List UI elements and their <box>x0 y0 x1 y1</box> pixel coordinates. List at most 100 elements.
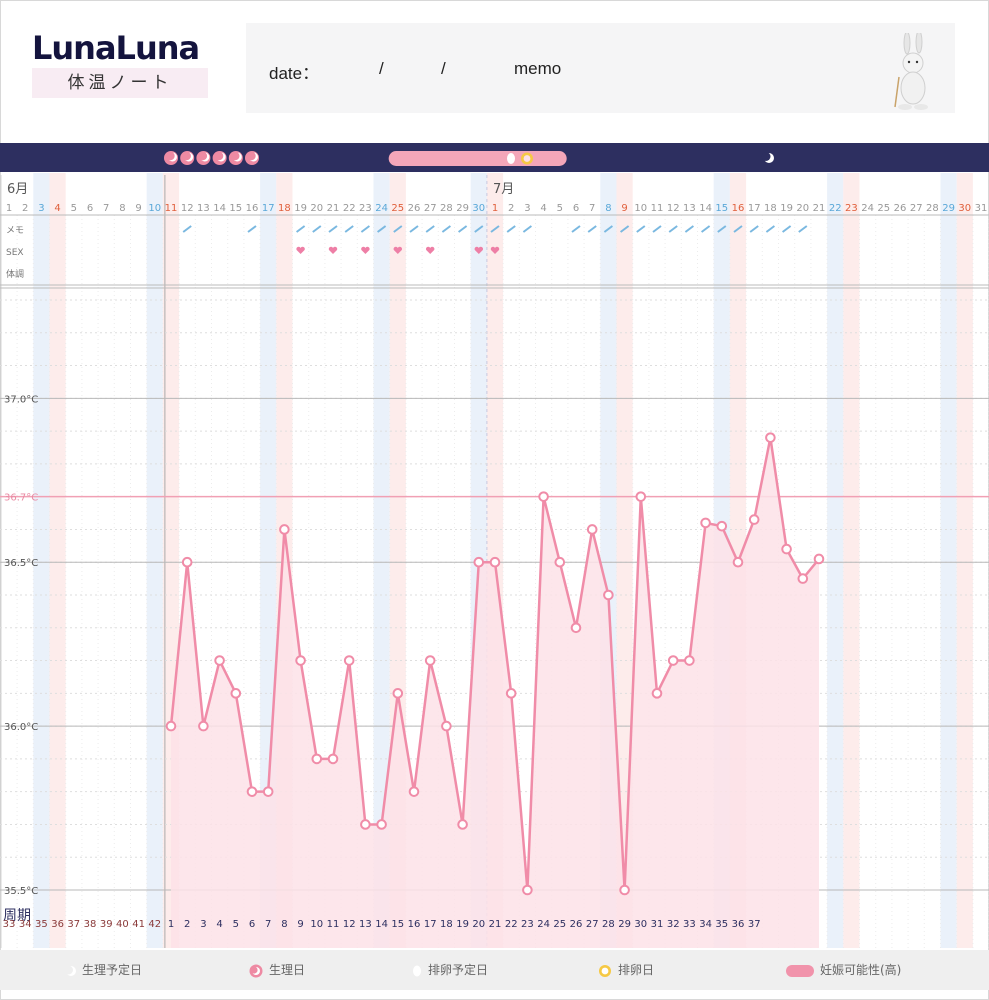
cycle-day-number: 36 <box>732 919 745 930</box>
cycle-day-number: 34 <box>699 919 712 930</box>
temperature-point <box>732 556 744 568</box>
temperature-point <box>684 655 695 666</box>
memo-pencil-icon <box>409 225 419 233</box>
cycle-day-number: 27 <box>586 919 599 930</box>
memo-pencil-icon <box>749 225 759 233</box>
temperature-point <box>667 655 679 666</box>
cycle-day-number: 32 <box>667 919 680 930</box>
cycle-day-number: 28 <box>602 919 615 930</box>
legend-item-ovulation-day: 排卵日 <box>598 950 654 990</box>
temperature-point <box>505 688 517 699</box>
row-label: メモ <box>6 226 24 236</box>
memo-pencil-icon <box>441 225 451 233</box>
cycle-day-number: 22 <box>505 919 518 930</box>
day-number: 21 <box>327 203 340 214</box>
day-number: 7 <box>589 203 595 214</box>
cycle-day-number: 26 <box>570 919 583 930</box>
period-moon-icon-cut <box>214 151 224 161</box>
cycle-day-number: 25 <box>553 919 566 930</box>
cycle-day-number: 11 <box>327 919 340 930</box>
saturday-column <box>827 173 844 948</box>
day-number: 18 <box>764 203 777 214</box>
temperature-point <box>408 786 420 797</box>
temperature-point <box>781 543 792 555</box>
temperature-point <box>635 491 647 502</box>
y-tick-label: 36.0°C <box>4 722 38 733</box>
day-number: 24 <box>861 203 874 214</box>
temperature-point <box>813 553 825 565</box>
day-number: 2 <box>508 203 514 214</box>
memo-pencil-icon <box>619 225 630 233</box>
day-number: 28 <box>926 203 939 214</box>
month-label: 6月 <box>7 182 28 197</box>
rabbit-mascot-icon <box>894 33 928 110</box>
memo-pencil-icon <box>393 225 403 233</box>
fertility-window-pill <box>388 151 567 166</box>
memo-pencil-icon <box>798 225 808 233</box>
temperature-point <box>457 819 468 830</box>
saturday-column <box>373 173 390 948</box>
cycle-day-number: 8 <box>281 919 287 930</box>
legend-label: 生理日 <box>269 963 306 977</box>
day-number: 16 <box>732 203 745 214</box>
temperature-point <box>279 524 290 535</box>
y-tick-label: 35.5°C <box>4 886 38 897</box>
ovulation-ring-icon-inner <box>523 155 531 162</box>
day-number: 17 <box>748 203 761 214</box>
cycle-day-number: 4 <box>216 919 222 930</box>
memo-label: memo <box>514 59 562 78</box>
day-number: 5 <box>557 203 563 214</box>
legend-label: 排卵予定日 <box>428 963 489 977</box>
saturday-column <box>146 173 163 948</box>
cycle-day-number: 13 <box>359 919 372 930</box>
period-moon-icon-cut <box>182 151 191 161</box>
memo-pencil-icon <box>571 225 581 233</box>
cycle-day-number: 12 <box>343 919 356 930</box>
day-number: 12 <box>181 203 194 214</box>
memo-pencil-icon <box>717 225 727 233</box>
memo-pencil-icon <box>377 225 387 233</box>
day-number: 1 <box>6 203 12 214</box>
cycle-day-number: 23 <box>521 919 534 930</box>
day-number: 11 <box>651 203 664 214</box>
cycle-day-number: 35 <box>715 919 728 930</box>
day-number: 8 <box>119 203 125 214</box>
memo-pencil-icon <box>425 225 435 233</box>
heart-icon <box>296 246 305 254</box>
memo-pencil-icon <box>296 225 306 233</box>
cycle-label: 周期 <box>3 908 31 924</box>
month-label: 7月 <box>493 182 514 197</box>
heart-icon <box>474 246 484 254</box>
date-separator: / <box>441 59 446 78</box>
day-number: 29 <box>942 203 955 214</box>
cycle-day-number: 42 <box>148 919 161 930</box>
y-tick-label: 37.0°C <box>4 394 38 405</box>
day-number: 22 <box>343 203 356 214</box>
cycle-day-number: 41 <box>132 919 145 930</box>
memo-pencil-icon <box>328 225 338 233</box>
day-number: 13 <box>197 203 210 214</box>
temperature-point <box>554 556 566 568</box>
temperature-point <box>198 720 209 732</box>
cycle-day-number: 7 <box>265 919 271 930</box>
cycle-day-number: 16 <box>408 919 421 930</box>
cycle-day-number: 9 <box>297 919 303 930</box>
egg-icon <box>507 153 515 164</box>
day-number: 30 <box>958 203 971 214</box>
cycle-day-number: 40 <box>116 919 129 930</box>
cycle-day-number: 15 <box>391 919 404 930</box>
day-number: 15 <box>229 203 242 214</box>
period-moon-icon-cut <box>247 151 256 161</box>
legend-item-predicted-ovulation: 排卵予定日 <box>412 950 488 990</box>
date-label: date： <box>269 64 320 83</box>
threshold-label: 36.7°C <box>4 493 38 504</box>
temperature-point <box>619 884 630 896</box>
temperature-point <box>262 786 274 797</box>
temperature-point <box>376 819 387 830</box>
day-number: 6 <box>573 203 579 214</box>
row-label: SEX <box>6 248 24 258</box>
memo-pencil-icon <box>668 225 678 233</box>
day-number: 19 <box>780 203 793 214</box>
sunday-column <box>956 173 973 948</box>
